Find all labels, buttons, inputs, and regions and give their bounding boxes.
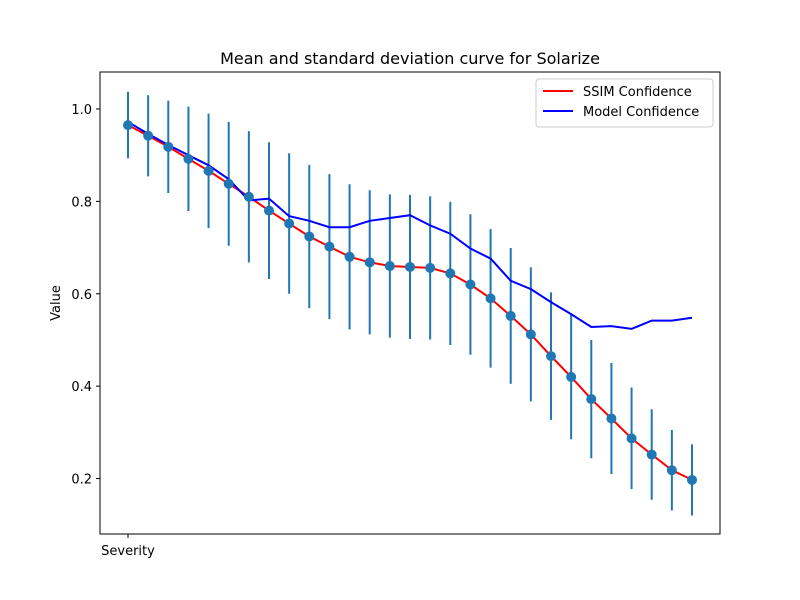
- y-tick-label: 0.6: [71, 288, 92, 303]
- data-point: [666, 465, 677, 476]
- data-point: [525, 329, 536, 340]
- data-point: [405, 261, 415, 272]
- data-point: [163, 141, 174, 152]
- data-point: [324, 241, 335, 252]
- y-tick-label: 0.8: [71, 195, 92, 210]
- y-axis-ticks: 0.2 0.4 0.6 0.8 1.0: [71, 103, 100, 488]
- data-point: [505, 310, 516, 321]
- y-axis-label: Value: [49, 285, 64, 321]
- data-point: [364, 257, 375, 268]
- data-point: [223, 178, 234, 189]
- y-tick-label: 0.4: [71, 380, 92, 395]
- data-point: [626, 433, 637, 444]
- data-point: [465, 279, 476, 290]
- data-point: [304, 231, 315, 242]
- data-point: [445, 268, 456, 279]
- legend: SSIM Confidence Model Confidence: [535, 78, 714, 128]
- data-point: [606, 413, 617, 424]
- data-point: [344, 251, 355, 262]
- data-point: [687, 474, 697, 485]
- plot-frame: [99, 71, 721, 535]
- data-point: [646, 449, 657, 460]
- series-line-model-confidence: [127, 121, 693, 330]
- data-point: [485, 293, 496, 304]
- y-tick-label: 0.2: [71, 473, 92, 488]
- x-axis-ticks: Severity: [101, 534, 155, 559]
- data-point: [264, 205, 274, 216]
- data-point: [425, 262, 436, 273]
- data-point: [183, 153, 194, 164]
- legend-label-model-confidence: Model Confidence: [583, 105, 699, 120]
- data-point: [143, 130, 154, 141]
- y-tick-label: 1.0: [71, 103, 92, 118]
- data-point: [566, 371, 577, 382]
- data-point: [586, 394, 597, 405]
- data-point: [546, 351, 556, 362]
- legend-box: [535, 78, 714, 128]
- chart-title: Mean and standard deviation curve for So…: [220, 49, 600, 68]
- legend-label-ssim-confidence: SSIM Confidence: [583, 85, 692, 100]
- x-tick-label: Severity: [101, 544, 155, 559]
- data-point: [384, 261, 395, 272]
- data-point: [123, 120, 133, 131]
- data-point: [203, 165, 214, 176]
- data-point: [284, 218, 295, 229]
- data-point: [243, 191, 254, 202]
- markers-group: [123, 120, 697, 485]
